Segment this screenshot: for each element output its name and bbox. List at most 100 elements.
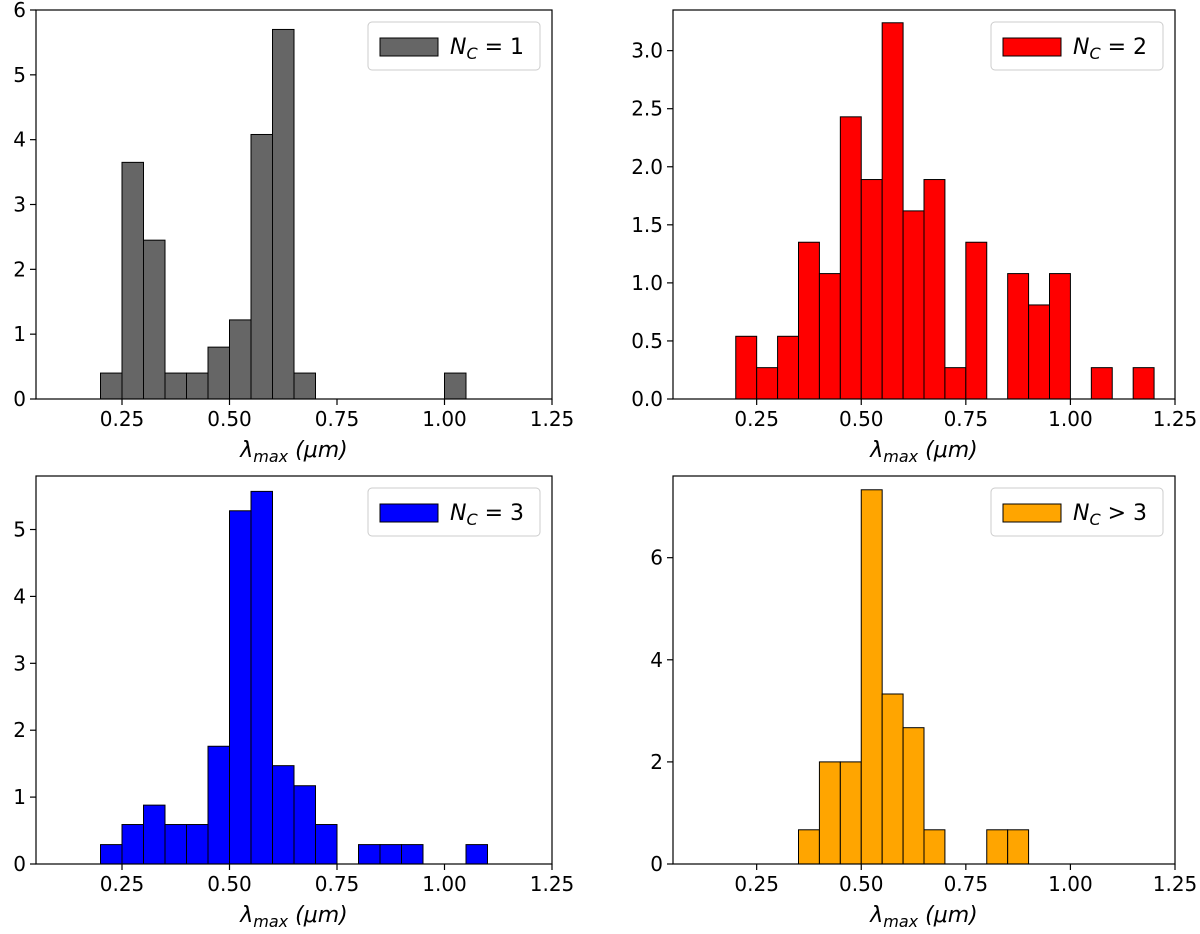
histogram-bar (207, 745, 230, 865)
x-tick-label: 0.50 (839, 407, 884, 431)
y-tick-label: 2 (13, 257, 26, 281)
y-tick-label: 1.0 (631, 271, 663, 295)
y-tick-label: 1.5 (631, 213, 663, 237)
legend-swatch (1002, 37, 1062, 57)
x-tick-label: 1.25 (530, 407, 575, 431)
legend-box (367, 487, 541, 537)
x-tick-label: 1.00 (1048, 407, 1093, 431)
histogram-bar (164, 372, 187, 400)
histogram-bar (444, 372, 467, 400)
x-tick-label: 0.25 (100, 407, 145, 431)
histogram-bar (818, 273, 841, 400)
legend-box (990, 487, 1164, 537)
x-tick-label: 1.25 (1153, 872, 1198, 896)
histogram-bar (229, 510, 252, 865)
x-tick-label: 0.75 (315, 407, 360, 431)
histogram-bar (881, 693, 904, 865)
histogram-bar (229, 319, 252, 400)
chart-panel-1: 0.25 0.50 0.75 1.00 1.25 0 1 2 3 4 5 6 λmax (μm) NC =… (13, 0, 574, 466)
histogram-bar (207, 346, 230, 400)
y-tick-label: 0 (13, 852, 26, 876)
histogram-bar (944, 367, 967, 400)
histogram-bar (860, 179, 883, 400)
histogram-bar (186, 372, 209, 400)
histogram-bar (401, 844, 424, 865)
histogram-bar (1028, 304, 1051, 400)
histogram-bar (798, 829, 820, 865)
y-tick-label: 5 (13, 518, 26, 542)
chart-panel-3: 0.25 0.50 0.75 1.00 1.25 0 1 2 3 4 5 λmax (μm) NC = … (13, 475, 574, 931)
histogram-bar (1090, 367, 1113, 400)
y-tick-label: 0 (650, 852, 663, 876)
axes-frame (672, 9, 1176, 400)
x-axis-label: λmax (μm) (239, 438, 347, 466)
x-tick-label: 1.00 (422, 872, 467, 896)
histogram-bar (735, 335, 758, 400)
y-tick-label: 2 (13, 718, 26, 742)
y-tick-label: 4 (13, 128, 26, 152)
x-tick-label: 0.75 (944, 872, 989, 896)
x-tick-label: 1.25 (1153, 407, 1198, 431)
histogram-bar (1132, 367, 1155, 400)
legend-box (990, 21, 1164, 71)
x-tick-label: 0.75 (315, 872, 360, 896)
histogram-bar (293, 785, 316, 865)
histogram-bar (358, 844, 381, 865)
histogram-bar (121, 161, 144, 400)
x-axis-label: λmax (μm) (869, 903, 977, 931)
y-tick-label: 1 (13, 322, 26, 346)
histogram-bar (923, 829, 946, 865)
histogram-bar (315, 824, 338, 865)
x-axis-label: λmax (μm) (239, 903, 347, 931)
axes-frame (35, 475, 553, 865)
histogram-bar (186, 824, 209, 865)
legend-label: NC = 1 (450, 35, 524, 63)
y-tick-label: 2.5 (631, 97, 663, 121)
y-tick-label: 0.0 (631, 387, 663, 411)
x-tick-label: 0.50 (207, 407, 252, 431)
histogram-bar (965, 241, 988, 400)
x-tick-label: 0.50 (207, 872, 252, 896)
histogram-bar (1007, 829, 1030, 865)
histogram-bar (902, 727, 925, 865)
legend-label: NC > 3 (1073, 501, 1147, 529)
legend-swatch (379, 37, 439, 57)
x-tick-label: 0.50 (839, 872, 884, 896)
histogram-bar (1007, 273, 1030, 400)
legend: NC = 3 (367, 487, 541, 537)
x-tick-label: 0.25 (100, 872, 145, 896)
histogram-bar (465, 844, 488, 865)
legend-swatch (1002, 503, 1062, 523)
histogram-bar (293, 372, 316, 400)
x-tick-label: 1.00 (422, 407, 467, 431)
histogram-bar (881, 22, 904, 400)
histogram-bar (798, 241, 820, 400)
y-tick-label: 2.0 (631, 155, 663, 179)
histogram-bar (272, 28, 295, 400)
legend-swatch (379, 503, 439, 523)
histogram-bar (756, 367, 779, 400)
y-tick-label: 3.0 (631, 39, 663, 63)
histogram-bar (818, 761, 841, 865)
histogram-bar (100, 844, 123, 865)
histogram-bar (250, 133, 273, 400)
histogram-bar (839, 116, 862, 400)
y-tick-label: 6 (13, 0, 26, 22)
legend: NC > 3 (990, 487, 1164, 537)
legend-label: NC = 3 (450, 501, 524, 529)
histogram-bar (121, 824, 144, 865)
histogram-bar (250, 490, 273, 865)
y-tick-label: 3 (13, 651, 26, 675)
y-tick-label: 4 (13, 584, 26, 608)
x-axis-label: λmax (μm) (869, 438, 977, 466)
chart-panel-2: 0.25 0.50 0.75 1.00 1.25 0.0 0.5 1.0 1.5 2.0 2.5 3.… (631, 9, 1198, 466)
histogram-bar (164, 824, 187, 865)
x-tick-label: 0.25 (734, 407, 779, 431)
histogram-bar (272, 765, 295, 865)
legend: NC = 1 (367, 21, 541, 71)
x-tick-label: 0.25 (734, 872, 779, 896)
y-tick-label: 6 (650, 546, 663, 570)
histogram-bar (839, 761, 862, 865)
histogram-bar (379, 844, 402, 865)
histogram-bar (100, 372, 123, 400)
